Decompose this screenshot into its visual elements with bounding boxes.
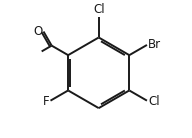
Text: Cl: Cl <box>148 95 160 108</box>
Text: Br: Br <box>148 38 161 51</box>
Text: Cl: Cl <box>93 3 104 16</box>
Text: O: O <box>34 25 43 38</box>
Text: F: F <box>43 95 50 108</box>
